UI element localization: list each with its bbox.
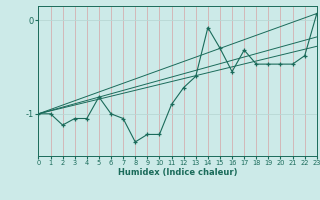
X-axis label: Humidex (Indice chaleur): Humidex (Indice chaleur) [118,168,237,177]
